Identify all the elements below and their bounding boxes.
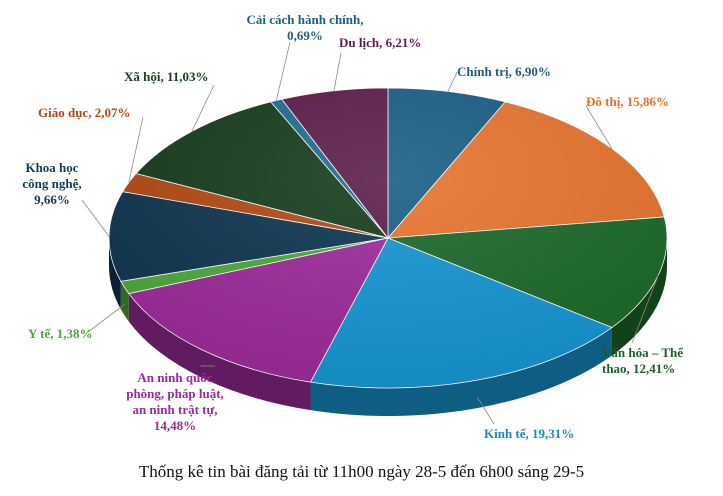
slice-label-10: Du lịch, 6,21% — [339, 35, 421, 50]
slice-label-3: Kinh tế, 19,31% — [484, 426, 574, 441]
leader-line-1 — [585, 105, 613, 149]
slice-label-2: Văn hóa – Thể thao, 12,41% — [602, 345, 684, 376]
slice-label-4: An ninh quốc phòng, pháp luật, an ninh trậ… — [126, 370, 224, 433]
leader-line-5 — [87, 303, 125, 333]
slice-label-1: Đô thị, 15,86% — [586, 94, 669, 109]
leader-line-8 — [191, 84, 215, 132]
slice-label-5: Y tế, 1,38% — [28, 326, 93, 341]
slice-labels: Chính trị, 6,90% Đô thị, 15,86% Văn hóa – … — [22, 12, 684, 441]
slice-label-9: Cải cách hành chính, 0,69% — [246, 12, 363, 43]
slice-wall-3 — [310, 327, 612, 416]
slice-label-7: Giáo dục, 2,07% — [38, 105, 130, 120]
slice-label-8: Xã hội, 11,03% — [124, 69, 209, 84]
leader-line-2 — [631, 274, 659, 344]
leader-line-6 — [81, 199, 110, 237]
leader-line-0 — [447, 71, 458, 92]
chart-caption: Thống kê tin bài đăng tải từ 11h00 ngày … — [138, 462, 585, 481]
leader-line-7 — [128, 116, 144, 183]
slice-label-0: Chính trị, 6,90% — [457, 64, 551, 79]
leader-line-9 — [275, 41, 291, 101]
leader-line-3 — [476, 396, 495, 425]
pie-top-faces — [108, 87, 668, 389]
slice-label-6: Khoa học công nghệ, 9,66% — [22, 160, 81, 207]
leader-lines — [81, 41, 659, 425]
leader-line-10 — [333, 52, 342, 91]
